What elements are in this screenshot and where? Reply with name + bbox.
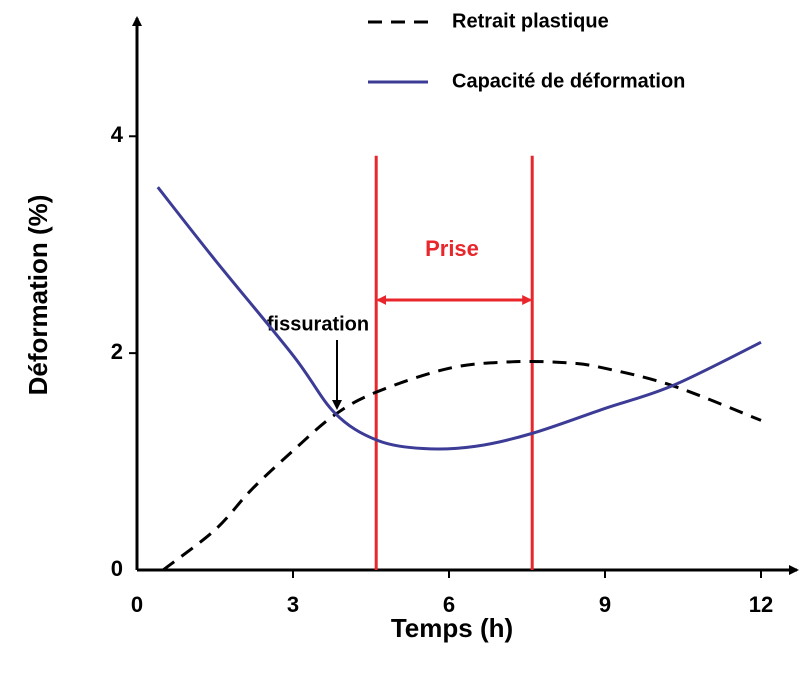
y-tick-label: 2 — [111, 339, 123, 364]
line-series — [156, 186, 762, 451]
legend-label: Retrait plastique — [452, 10, 609, 32]
line-series — [162, 359, 762, 572]
annotation: fissuration — [267, 313, 369, 335]
x-tick-label: 0 — [131, 592, 143, 617]
y-axis-label: Déformation (%) — [23, 195, 53, 396]
legend-label: Capacité de déformation — [452, 70, 685, 92]
y-tick-label: 4 — [111, 122, 124, 147]
x-tick-label: 6 — [443, 592, 455, 617]
x-tick-label: 3 — [287, 592, 299, 617]
annotation: Prise — [425, 236, 479, 261]
y-tick-label: 0 — [111, 556, 123, 581]
x-tick-label: 12 — [749, 592, 773, 617]
x-tick-label: 9 — [599, 592, 611, 617]
x-axis-label: Temps (h) — [391, 613, 513, 643]
